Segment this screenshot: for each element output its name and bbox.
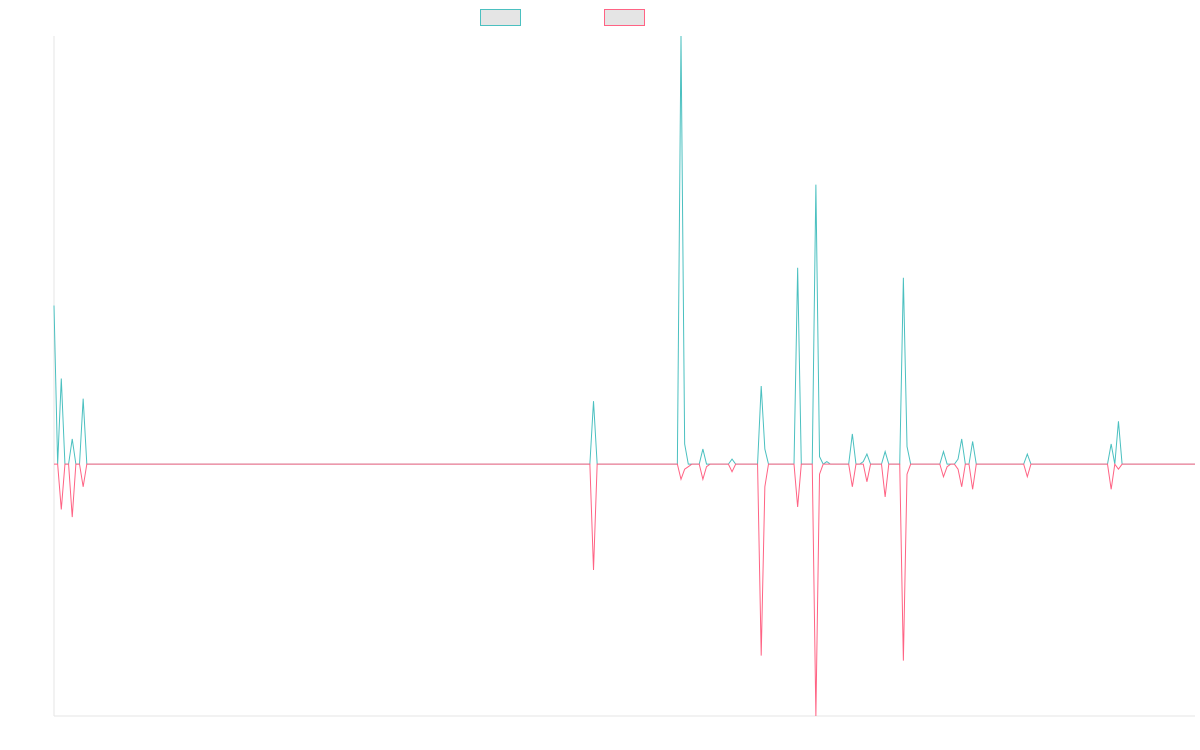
- chart-legend[interactable]: [480, 9, 645, 26]
- chart-axes: [53, 36, 1195, 717]
- legend-swatch-1[interactable]: [480, 9, 521, 26]
- plot-area: [53, 35, 1195, 717]
- series-line-1: [53, 35, 1195, 465]
- legend-swatch-2[interactable]: [604, 9, 645, 26]
- series-line-2: [54, 462, 1195, 717]
